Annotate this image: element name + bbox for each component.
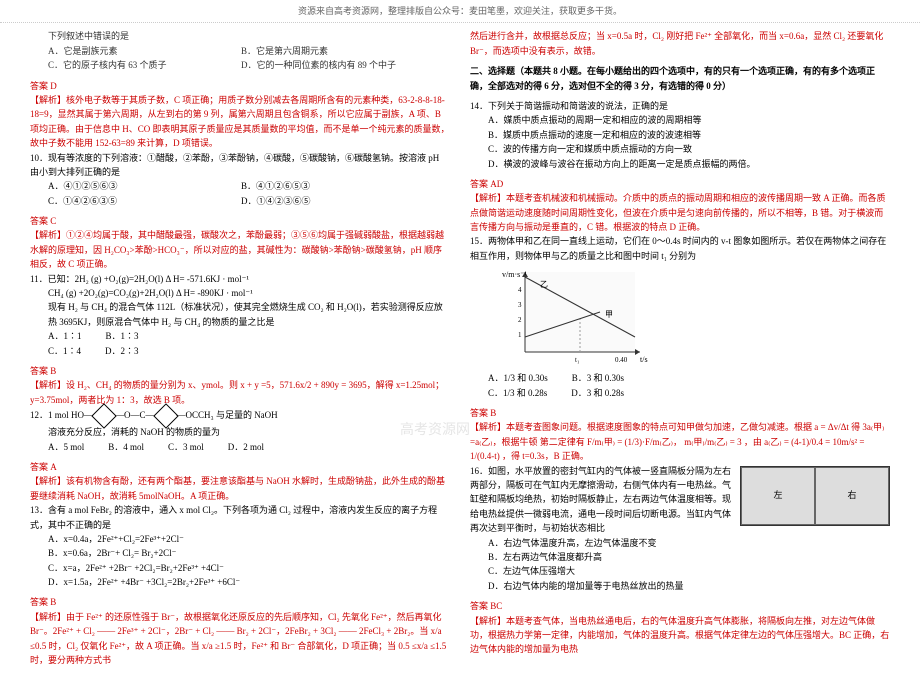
q14-opt-a: A．媒质中质点振动的周期一定和相应的波的周期相等 bbox=[470, 113, 890, 127]
q10-opt-a: A．④①②⑤⑥③ bbox=[48, 179, 241, 193]
q10-opt-c: C．①④②⑥③⑤ bbox=[48, 194, 241, 208]
q12-stem2: 溶液充分反应，消耗的 NaOH 的物质的量为 bbox=[30, 425, 450, 439]
q12-pre: 12．1 mol bbox=[30, 410, 69, 420]
svg-text:乙: 乙 bbox=[540, 280, 548, 289]
q14-opt-b: B．媒质中质点振动的速度一定和相应的波的波速相等 bbox=[470, 128, 890, 142]
svg-text:甲: 甲 bbox=[605, 310, 613, 319]
page-body: 下列叙述中错误的是 A．它是副族元素 B．它是第六周期元素 C．它的原子核内有 … bbox=[0, 23, 920, 673]
q13-opt-a: A．x=0.4a，2Fe²⁺+Cl₂=2Fe³⁺+2Cl⁻ bbox=[30, 532, 450, 546]
q11-opt-b: B．1∶3 bbox=[106, 329, 139, 343]
ans10: 答案 C bbox=[30, 214, 450, 228]
q9-stem: 下列叙述中错误的是 bbox=[30, 29, 450, 43]
q15-opt-d: D．3 和 0.28s bbox=[571, 386, 624, 400]
q13-opt-c: C．x=a，2Fe²⁺ +2Br⁻ +2Cl₂=Br₂+2Fe³⁺ +4Cl⁻ bbox=[30, 561, 450, 575]
q16-opt-c: C．左边气体压强增大 bbox=[470, 564, 890, 578]
q11-stem2: CH₄ (g) +2O₂(g)=CO₂(g)+2H₂O(l) Δ H= -890… bbox=[30, 286, 450, 300]
q10-opt-d: D．①④②③⑥⑤ bbox=[241, 194, 434, 208]
q15-opt-a: A．1/3 和 0.30s bbox=[488, 371, 548, 385]
cont13: 然后进行含并，故根据总反应；当 x=0.5a 时，Cl₂ 刚好把 Fe²⁺ 全部… bbox=[470, 29, 890, 58]
exp12: 【解析】该有机物含有酚，还有两个酯基，要注意该酯基与 NaOH 水解时，生成酚钠… bbox=[30, 474, 450, 503]
ans9: 答案 D bbox=[30, 79, 450, 93]
ans15: 答案 B bbox=[470, 406, 890, 420]
svg-text:4: 4 bbox=[518, 286, 522, 294]
left-column: 下列叙述中错误的是 A．它是副族元素 B．它是第六周期元素 C．它的原子核内有 … bbox=[30, 29, 450, 667]
diagram-right: 右 bbox=[815, 467, 889, 525]
q12-opt-b: B．4 mol bbox=[108, 440, 144, 454]
q14-stem: 14．下列关于简谐振动和简谐波的说法，正确的是 bbox=[470, 99, 890, 113]
svg-text:t₁: t₁ bbox=[575, 356, 579, 364]
exp9: 【解析】核外电子数等于其质子数，C 项正确；用质子数分别减去各周期所含有的元素种… bbox=[30, 93, 450, 151]
exp15: 【解析】本题考查图象问题。根据速度图象的特点可知甲做匀加速，乙做匀减速。根据 a… bbox=[470, 420, 890, 463]
ans16: 答案 BC bbox=[470, 599, 890, 613]
svg-text:2: 2 bbox=[518, 316, 522, 324]
q9-opt-d: D．它的一种同位素的核内有 89 个中子 bbox=[241, 58, 434, 72]
q9-opt-c: C．它的原子核内有 63 个质子 bbox=[48, 58, 241, 72]
q14-opt-d: D．横波的波峰与波谷在振动方向上的距离一定是质点振幅的两倍。 bbox=[470, 157, 890, 171]
page-header: 资源来自高考资源网，整理排版自公众号：麦田笔墨，欢迎关注，获取更多干货。 bbox=[0, 0, 920, 23]
ans14: 答案 AD bbox=[470, 177, 890, 191]
q11-opt-a: A．1∶1 bbox=[48, 329, 82, 343]
q12-opt-c: C．3 mol bbox=[168, 440, 204, 454]
svg-text:3: 3 bbox=[518, 301, 522, 309]
q15-graph: v/m·s⁻¹ t/s 乙 甲 1 2 3 4 t₁ 0.40 bbox=[500, 267, 650, 367]
q14-opt-c: C．波的传播方向一定和媒质中质点振动的方向一致 bbox=[470, 142, 890, 156]
right-column: 然后进行含并，故根据总反应；当 x=0.5a 时，Cl₂ 刚好把 Fe²⁺ 全部… bbox=[470, 29, 890, 667]
watermark: 高考资源网 bbox=[400, 420, 470, 442]
ans12: 答案 A bbox=[30, 460, 450, 474]
q10-opt-b: B．④①②⑥⑤③ bbox=[241, 179, 434, 193]
q16-opt-b: B．左右两边气体温度都升高 bbox=[470, 550, 890, 564]
q11-stem3: 现有 H₂ 与 CH₄ 的混合气体 112L（标准状况），使其完全燃烧生成 CO… bbox=[30, 300, 450, 329]
diagram-left: 左 bbox=[741, 467, 815, 525]
q12-opt-a: A．5 mol bbox=[48, 440, 84, 454]
section2-title: 二、选择题（本题共 8 小题。在每小题给出的四个选项中，有的只有一个选项正确，有… bbox=[470, 64, 890, 93]
q15-opt-c: C．1/3 和 0.28s bbox=[488, 386, 547, 400]
exp16: 【解析】本题考查气体，当电热丝通电后，右的气体温度升高气体膨胀，将隔板向左推，对… bbox=[470, 614, 890, 657]
q15-opt-b: B．3 和 0.30s bbox=[572, 371, 624, 385]
q16-opt-a: A．右边气体温度升高，左边气体温度不变 bbox=[470, 536, 890, 550]
svg-text:0.40: 0.40 bbox=[615, 356, 628, 364]
exp14: 【解析】本题考查机械波和机械振动。介质中的质点的振动周期和相应的波传播周期一致 … bbox=[470, 191, 890, 234]
ans11: 答案 B bbox=[30, 364, 450, 378]
exp11: 【解析】设 H₂、CH₄ 的物质的量分别为 x、ymol。则 x + y =5，… bbox=[30, 378, 450, 407]
ans13: 答案 B bbox=[30, 595, 450, 609]
svg-text:1: 1 bbox=[518, 331, 522, 339]
q12-post: 与足量的 NaOH bbox=[216, 410, 278, 420]
q13-stem: 13．含有 a mol FeBr₂ 的溶液中，通入 x mol Cl₂。下列各项… bbox=[30, 503, 450, 532]
q12-opt-d: D．2 mol bbox=[228, 440, 264, 454]
q12-struct: HO——O—C——OCCH₃ bbox=[71, 410, 214, 420]
exp10: 【解析】①②④均属于酸，其中醋酸最强，碳酸次之，苯酚最弱；③⑤⑥均属于强碱弱酸盐… bbox=[30, 228, 450, 271]
q11-opt-c: C．1∶4 bbox=[48, 344, 81, 358]
q11-stem: 11．已知：2H₂ (g) +O₂(g)=2H₂O(l) Δ H= -571.6… bbox=[30, 272, 450, 286]
q13-opt-b: B．x=0.6a，2Br⁻+ Cl₂= Br₂+2Cl⁻ bbox=[30, 546, 450, 560]
q9-opt-b: B．它是第六周期元素 bbox=[241, 44, 434, 58]
q15-stem: 15．两物体甲和乙在同一直线上运动，它们在 0～0.4s 时间内的 v-t 图象… bbox=[470, 234, 890, 263]
exp13: 【解析】由于 Fe²⁺ 的还原性强于 Br⁻，故根据氧化还原反应的先后顺序知，C… bbox=[30, 610, 450, 668]
q10-stem: 10．现有等浓度的下列溶液：①醋酸，②苯酚，③苯酚钠，④碳酸，⑤碳酸钠，⑥碳酸氢… bbox=[30, 151, 450, 180]
q16-opt-d: D．右边气体内能的增加量等于电热丝放出的热量 bbox=[470, 579, 890, 593]
q9-opt-a: A．它是副族元素 bbox=[48, 44, 241, 58]
svg-text:t/s: t/s bbox=[640, 355, 648, 364]
svg-text:v/m·s⁻¹: v/m·s⁻¹ bbox=[502, 270, 527, 279]
q13-opt-d: D．x=1.5a，2Fe²⁺ +4Br⁻ +3Cl₂=2Br₂+2Fe³⁺ +6… bbox=[30, 575, 450, 589]
q16-diagram: 左 右 bbox=[740, 466, 890, 526]
q11-opt-d: D．2∶3 bbox=[105, 344, 139, 358]
